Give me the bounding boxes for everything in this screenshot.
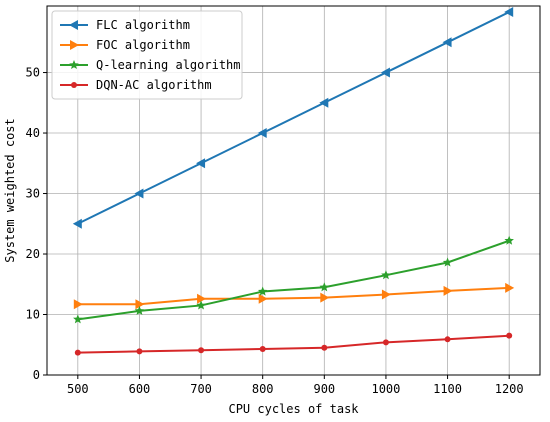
series-layer <box>72 7 515 356</box>
series-1 <box>73 282 515 310</box>
data-point <box>321 344 328 351</box>
data-point <box>443 285 453 296</box>
data-point <box>257 286 268 296</box>
legend-label: Q-learning algorithm <box>96 58 241 72</box>
grid <box>47 6 540 376</box>
y-tick-label: 30 <box>26 187 40 201</box>
data-point <box>196 158 206 169</box>
y-tick-label: 40 <box>26 126 40 140</box>
series-0 <box>72 7 514 229</box>
data-point <box>504 235 514 245</box>
legend-marker <box>70 40 79 50</box>
legend-item: DQN-AC algorithm <box>60 78 212 92</box>
legend-label: FLC algorithm <box>96 18 190 32</box>
data-point <box>382 339 389 346</box>
legend-marker <box>71 82 77 88</box>
x-tick-label: 600 <box>129 382 151 396</box>
data-point <box>320 292 330 303</box>
y-tick-label: 50 <box>26 66 40 80</box>
legend-item: FOC algorithm <box>60 38 190 52</box>
series-line <box>77 239 510 321</box>
x-tick-label: 1100 <box>433 382 462 396</box>
data-point <box>73 314 83 324</box>
y-tick-label: 10 <box>26 308 40 322</box>
data-point <box>198 347 205 354</box>
legend-label: FOC algorithm <box>96 38 190 52</box>
x-tick-label: 900 <box>313 382 335 396</box>
data-point <box>505 282 515 293</box>
data-point <box>257 128 267 139</box>
axis-ticks: 500 600 700 800 900 1000 1100 1200 0 10 20 30 40 50 <box>26 66 524 396</box>
series-2 <box>73 235 514 324</box>
data-point <box>380 67 390 78</box>
data-point <box>134 305 145 315</box>
data-point <box>74 349 81 356</box>
data-point <box>72 218 82 229</box>
data-point <box>136 348 143 355</box>
data-point <box>444 336 451 343</box>
legend-item: FLC algorithm <box>60 18 190 32</box>
data-point <box>135 299 145 310</box>
legend: FLC algorithm FOC algorithm Q-learning alg… <box>51 10 243 100</box>
legend-marker <box>69 20 78 30</box>
x-axis-label: CPU cycles of task <box>228 402 359 416</box>
data-point <box>381 270 391 280</box>
data-point <box>196 300 206 310</box>
data-point <box>506 332 513 339</box>
data-point <box>381 289 391 300</box>
data-point <box>319 97 329 108</box>
data-point <box>259 345 266 352</box>
data-point <box>319 282 330 292</box>
x-tick-label: 700 <box>190 382 212 396</box>
y-tick-label: 20 <box>26 247 40 261</box>
x-tick-label: 1000 <box>371 382 400 396</box>
data-point <box>504 7 514 18</box>
x-tick-label: 500 <box>67 382 89 396</box>
series-line <box>77 11 510 225</box>
data-point <box>197 293 207 304</box>
data-point <box>258 293 268 304</box>
y-axis-label: System weighted cost <box>3 118 17 263</box>
x-tick-label: 1200 <box>495 382 524 396</box>
data-point <box>442 37 452 48</box>
x-tick-label: 800 <box>252 382 274 396</box>
data-point <box>73 299 83 310</box>
data-point <box>442 257 453 267</box>
legend-item: Q-learning algorithm <box>60 58 241 72</box>
legend-box <box>51 10 243 100</box>
series-line <box>77 286 510 306</box>
data-point <box>134 188 144 199</box>
series-line <box>77 334 510 354</box>
legend-marker <box>69 60 79 70</box>
y-tick-label: 0 <box>33 368 40 382</box>
series-3 <box>74 332 513 356</box>
legend-label: DQN-AC algorithm <box>96 78 212 92</box>
plot-frame <box>46 5 541 376</box>
